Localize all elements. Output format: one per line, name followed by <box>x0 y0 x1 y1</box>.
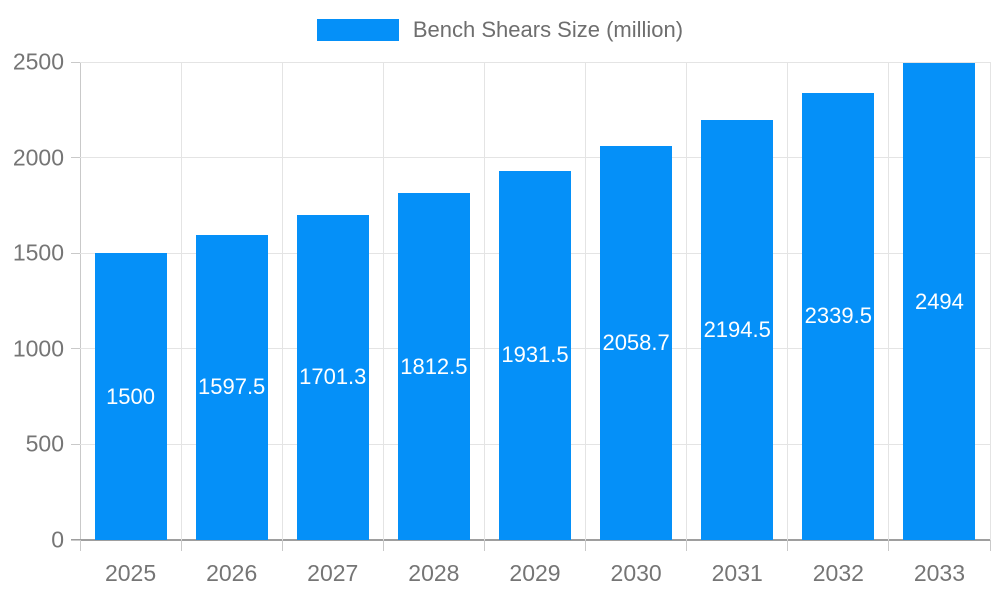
legend-label: Bench Shears Size (million) <box>412 17 684 42</box>
bar-value-label: 1931.5 <box>501 342 569 368</box>
x-axis-tick <box>585 540 587 551</box>
gridline-vertical <box>888 62 890 540</box>
bar-value-label: 1500 <box>106 383 156 409</box>
plot-area: 0 500 1000 1500 2000 2500 1500 2025 1597.5 2026 17… <box>13 49 991 586</box>
x-axis-tick <box>989 540 991 551</box>
x-axis-tick <box>888 540 890 551</box>
gridline-horizontal <box>80 157 990 159</box>
x-axis-tick-label: 2029 <box>509 560 561 586</box>
x-axis-tick-label: 2033 <box>913 560 966 586</box>
gridline-vertical <box>686 62 688 540</box>
bar-2029[interactable]: 1931.5 <box>499 170 571 540</box>
bar-2025[interactable]: 1500 <box>94 253 167 540</box>
bar-2032[interactable]: 2339.5 <box>802 92 875 540</box>
gridline-vertical <box>989 62 991 540</box>
x-axis-tick <box>483 540 485 551</box>
bar-2028[interactable]: 1812.5 <box>397 193 470 540</box>
bar-value-label: 1701.3 <box>299 364 367 390</box>
x-axis-tick-label: 2026 <box>206 560 258 586</box>
bar-2033[interactable]: 2494 <box>903 63 976 540</box>
y-axis-tick-label: 1000 <box>12 335 64 362</box>
x-axis-tick <box>787 540 789 551</box>
y-axis-tick <box>71 157 80 159</box>
bar-2030[interactable]: 2058.7 <box>600 146 673 540</box>
x-axis-tick <box>686 540 688 551</box>
bar-value-label: 2494 <box>914 288 964 314</box>
bar-2026[interactable]: 1597.5 <box>195 234 268 540</box>
bar-value-label: 1812.5 <box>400 353 468 379</box>
bar-value-label: 1597.5 <box>198 374 266 400</box>
x-axis-tick-label: 2031 <box>711 560 763 586</box>
bar-value-label: 2194.5 <box>703 317 771 343</box>
x-axis-tick <box>382 540 384 551</box>
y-axis-tick-label: 2000 <box>12 144 64 171</box>
x-axis-tick-label: 2027 <box>307 560 359 586</box>
gridline-vertical <box>483 62 485 540</box>
y-axis-line <box>80 62 81 540</box>
bar-value-label: 2058.7 <box>602 330 670 356</box>
y-axis-tick <box>71 443 80 445</box>
bar-value-label: 2339.5 <box>804 303 872 329</box>
y-axis-tick <box>71 252 80 254</box>
x-axis-line <box>71 539 990 541</box>
x-axis-tick-label: 2028 <box>408 560 460 586</box>
x-axis-tick <box>79 540 81 551</box>
x-axis-tick <box>180 540 182 551</box>
legend-item[interactable]: Bench Shears Size (million) <box>0 17 1000 43</box>
y-axis-tick <box>71 348 80 350</box>
y-axis-tick-label: 0 <box>51 526 64 553</box>
x-axis-tick <box>281 540 283 551</box>
y-axis-tick <box>71 61 80 63</box>
gridline-vertical <box>787 62 789 540</box>
x-axis-tick-label: 2025 <box>104 560 157 586</box>
y-axis-tick-label: 2500 <box>12 48 64 75</box>
gridline-horizontal <box>80 61 990 63</box>
y-axis-tick-label: 1500 <box>12 239 64 266</box>
gridline-vertical <box>281 62 283 540</box>
y-axis-tick <box>71 539 80 541</box>
gridline-vertical <box>382 62 384 540</box>
legend-swatch-icon <box>316 19 399 41</box>
bar-2031[interactable]: 2194.5 <box>701 120 774 540</box>
x-axis-tick-label: 2032 <box>812 560 864 586</box>
gridline-vertical <box>585 62 587 540</box>
gridline-vertical <box>180 62 182 540</box>
bar-2027[interactable]: 1701.3 <box>296 214 369 540</box>
x-axis-tick-label: 2030 <box>610 560 662 586</box>
y-axis-tick-label: 500 <box>25 430 64 457</box>
